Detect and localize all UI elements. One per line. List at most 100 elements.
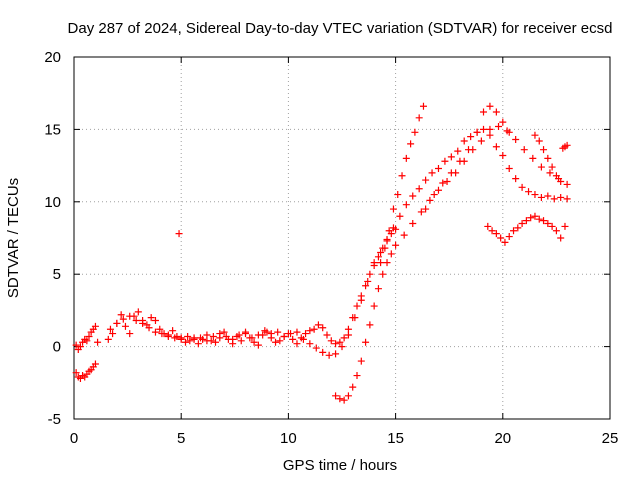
data-point xyxy=(409,220,417,228)
data-point xyxy=(385,227,393,235)
data-point xyxy=(325,351,333,359)
data-point xyxy=(400,231,408,239)
data-point xyxy=(357,357,365,365)
data-point xyxy=(280,332,288,340)
data-point xyxy=(364,277,372,285)
data-point xyxy=(540,146,548,154)
data-point xyxy=(480,108,488,116)
x-tick-label: 5 xyxy=(177,430,185,447)
data-point xyxy=(383,235,391,243)
grid xyxy=(74,57,610,419)
data-point xyxy=(169,327,177,335)
data-point xyxy=(407,140,415,148)
data-point xyxy=(302,330,310,338)
data-point xyxy=(563,141,571,149)
data-point xyxy=(550,195,558,203)
data-point xyxy=(254,341,262,349)
series-track-i-late-right xyxy=(531,131,571,186)
data-point xyxy=(332,350,340,358)
data-point xyxy=(336,395,344,403)
data-point xyxy=(164,332,172,340)
data-point xyxy=(525,188,533,196)
data-point xyxy=(145,324,153,332)
data-point xyxy=(387,250,395,258)
data-point xyxy=(398,172,406,180)
data-point xyxy=(456,157,464,165)
data-point xyxy=(417,208,425,216)
series-outlier xyxy=(175,230,183,238)
data-point xyxy=(267,330,275,338)
data-point xyxy=(312,344,320,352)
data-point xyxy=(132,317,140,325)
y-tick-label: 10 xyxy=(44,194,61,211)
data-point xyxy=(220,328,228,336)
x-axis-label: GPS time / hours xyxy=(283,457,397,474)
data-point xyxy=(126,312,134,320)
data-point xyxy=(510,227,518,235)
series-track-d-mid xyxy=(106,125,571,359)
data-point xyxy=(377,248,385,256)
data-point xyxy=(344,331,352,339)
data-point xyxy=(186,337,194,345)
data-point xyxy=(113,319,121,327)
data-point xyxy=(109,330,117,338)
data-point xyxy=(106,325,114,333)
data-point xyxy=(72,341,80,349)
data-point xyxy=(544,192,552,200)
data-point xyxy=(544,220,552,228)
data-point xyxy=(177,334,185,342)
data-point xyxy=(480,125,488,133)
y-tick-label: 0 xyxy=(53,339,61,356)
data-point xyxy=(477,137,485,145)
y-tick-label: 15 xyxy=(44,121,61,138)
data-point xyxy=(443,178,451,186)
data-point xyxy=(409,192,417,200)
data-point xyxy=(171,334,179,342)
data-point xyxy=(242,330,250,338)
data-point xyxy=(344,392,352,400)
data-point xyxy=(121,322,129,330)
data-point xyxy=(514,224,522,232)
data-point xyxy=(216,330,224,338)
data-point xyxy=(563,195,571,203)
data-point xyxy=(518,183,526,191)
data-point xyxy=(370,302,378,310)
data-point xyxy=(548,163,556,171)
data-point xyxy=(557,193,565,201)
data-point xyxy=(464,146,472,154)
data-point xyxy=(274,328,282,336)
data-point xyxy=(537,163,545,171)
data-point xyxy=(540,217,548,225)
data-point xyxy=(531,212,539,220)
data-point xyxy=(467,133,475,141)
data-point xyxy=(362,282,370,290)
data-point xyxy=(336,338,344,346)
data-point xyxy=(126,330,134,338)
data-point xyxy=(535,137,543,145)
data-point xyxy=(314,321,322,329)
data-point xyxy=(561,222,569,230)
data-point xyxy=(203,337,211,345)
data-point xyxy=(353,372,361,380)
data-point xyxy=(250,338,258,346)
data-point xyxy=(544,154,552,162)
data-point xyxy=(492,230,500,238)
data-point xyxy=(323,331,331,339)
data-point xyxy=(486,125,494,133)
data-point xyxy=(362,338,370,346)
data-point xyxy=(276,337,284,345)
data-point xyxy=(104,335,112,343)
series-track-f-upper xyxy=(377,102,427,267)
data-point xyxy=(531,131,539,139)
data-point xyxy=(254,331,262,339)
data-point xyxy=(353,302,361,310)
plot-frame xyxy=(73,56,611,420)
data-point xyxy=(139,319,147,327)
data-point xyxy=(415,185,423,193)
chart-title: Day 287 of 2024, Sidereal Day-to-day VTE… xyxy=(68,20,613,37)
data-point xyxy=(366,321,374,329)
data-point xyxy=(518,220,526,228)
data-point xyxy=(522,217,530,225)
data-point xyxy=(374,253,382,261)
